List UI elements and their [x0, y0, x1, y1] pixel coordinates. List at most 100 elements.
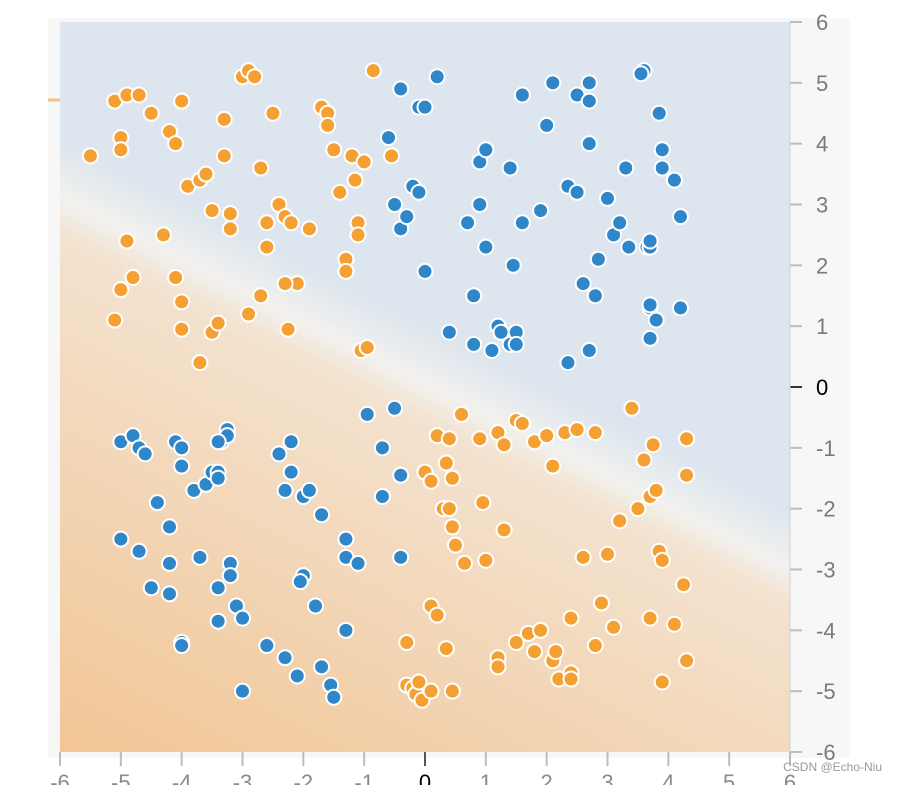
blue-data-point	[307, 597, 324, 615]
blue-data-point	[477, 238, 495, 256]
blue-data-point	[428, 68, 446, 86]
blue-data-point	[641, 232, 659, 250]
blue-data-point	[380, 129, 397, 147]
blue-data-point	[653, 141, 671, 159]
orange-data-point	[443, 518, 461, 536]
y-tick-label: -5	[816, 679, 836, 704]
orange-data-point	[167, 269, 185, 286]
y-tick-label: -6	[816, 740, 836, 765]
x-tick-label: -1	[354, 770, 374, 785]
y-tick-label: 1	[816, 314, 828, 339]
blue-data-point	[507, 335, 525, 353]
orange-data-point	[653, 551, 671, 569]
orange-data-point	[221, 220, 239, 238]
y-tick-label: -1	[816, 436, 836, 461]
orange-data-point	[446, 536, 464, 554]
orange-data-point	[398, 634, 416, 651]
orange-data-point	[428, 606, 446, 624]
blue-data-point	[282, 463, 300, 481]
blue-data-point	[173, 457, 191, 475]
blue-data-point	[209, 469, 227, 487]
orange-data-point	[477, 551, 495, 569]
blue-data-point	[538, 116, 556, 134]
x-tick-label: -3	[233, 770, 253, 785]
orange-data-point	[422, 682, 440, 700]
blue-data-point	[282, 433, 300, 451]
blue-data-point	[410, 183, 428, 201]
blue-data-point	[440, 323, 458, 341]
orange-data-point	[437, 640, 455, 658]
y-tick-label: 5	[816, 71, 828, 96]
orange-data-point	[300, 220, 318, 238]
orange-data-point	[474, 494, 492, 512]
blue-data-point	[313, 506, 331, 524]
blue-data-point	[337, 530, 355, 548]
orange-data-point	[635, 451, 653, 469]
data-points	[81, 62, 696, 709]
y-tick-label: 2	[816, 253, 828, 278]
orange-data-point	[349, 226, 367, 244]
orange-data-point	[112, 281, 130, 299]
orange-data-point	[586, 424, 604, 442]
orange-data-point	[252, 287, 270, 305]
orange-data-point	[258, 238, 276, 256]
blue-data-point	[161, 518, 178, 536]
orange-data-point	[456, 554, 474, 572]
blue-data-point	[513, 86, 531, 104]
blue-data-point	[617, 159, 635, 177]
orange-data-point	[240, 305, 258, 323]
y-tick-label: -2	[816, 497, 836, 522]
blue-data-point	[270, 445, 288, 463]
orange-data-point	[443, 469, 461, 487]
blue-data-point	[325, 688, 343, 706]
y-tick-label: 6	[816, 10, 828, 35]
orange-data-point	[574, 548, 592, 566]
blue-data-point	[148, 494, 166, 512]
orange-data-point	[586, 637, 604, 655]
blue-data-point	[672, 208, 689, 226]
blue-data-point	[665, 171, 683, 189]
orange-data-point	[495, 436, 513, 454]
orange-data-point	[355, 153, 373, 171]
x-tick-label: 5	[723, 770, 735, 785]
blue-data-point	[580, 74, 598, 92]
blue-data-point	[209, 612, 227, 630]
blue-data-point	[483, 342, 501, 359]
blue-data-point	[416, 98, 434, 116]
blue-data-point	[373, 488, 391, 505]
orange-data-point	[538, 427, 556, 445]
blue-data-point	[386, 196, 404, 213]
blue-data-point	[574, 275, 592, 293]
x-tick-label: 4	[662, 770, 674, 785]
blue-data-point	[568, 183, 586, 201]
y-tick-label: -3	[816, 558, 836, 583]
blue-data-point	[300, 481, 318, 499]
orange-data-point	[647, 481, 665, 499]
orange-data-point	[173, 92, 191, 110]
x-tick-label: 0	[419, 770, 431, 785]
y-tick-label: -4	[816, 618, 836, 643]
blue-data-point	[465, 287, 483, 305]
blue-data-point	[191, 548, 209, 566]
blue-data-point	[641, 296, 659, 314]
blue-data-point	[161, 585, 178, 603]
x-tick-label: 2	[541, 770, 553, 785]
orange-data-point	[221, 205, 239, 223]
blue-data-point	[392, 466, 410, 484]
blue-data-point	[672, 299, 689, 317]
orange-data-point	[130, 86, 148, 104]
orange-data-point	[653, 673, 671, 691]
blue-data-point	[653, 159, 671, 177]
blue-data-point	[161, 554, 178, 572]
orange-data-point	[331, 183, 349, 201]
orange-data-point	[112, 141, 130, 159]
blue-data-point	[234, 609, 251, 627]
blue-data-point	[373, 439, 391, 457]
x-tick-label: -6	[50, 770, 70, 785]
orange-data-point	[410, 673, 428, 691]
orange-data-point	[507, 634, 525, 651]
orange-data-point	[118, 232, 136, 250]
orange-data-point	[629, 500, 647, 518]
x-axis: -6 -5 -4 -3 -2 -1 0 1 2 3 4 5 6	[50, 752, 796, 785]
x-tick-label: -5	[111, 770, 131, 785]
